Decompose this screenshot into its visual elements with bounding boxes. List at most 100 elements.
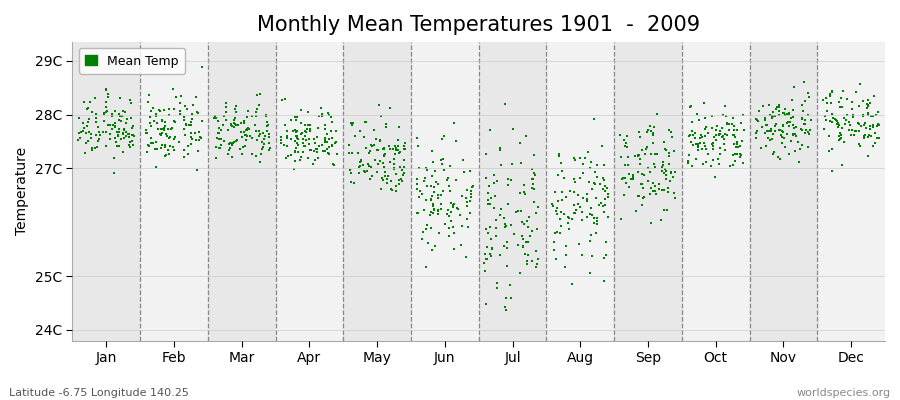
Point — [726, 152, 741, 158]
Point — [117, 126, 131, 132]
Point — [101, 94, 115, 100]
Point — [641, 178, 655, 184]
Point — [417, 177, 431, 184]
Point — [818, 113, 832, 120]
Point — [438, 221, 453, 228]
Point — [260, 119, 274, 126]
Point — [228, 120, 242, 127]
Point — [446, 204, 460, 211]
Point — [367, 142, 382, 148]
Point — [856, 112, 870, 118]
Point — [824, 168, 839, 175]
Point — [667, 148, 681, 154]
Point — [86, 147, 100, 153]
Point — [184, 122, 198, 128]
Point — [298, 143, 312, 150]
Point — [189, 93, 203, 100]
Point — [464, 193, 478, 200]
Point — [329, 150, 344, 157]
Point — [791, 139, 806, 145]
Point — [411, 210, 426, 216]
Point — [801, 112, 815, 118]
Point — [440, 207, 454, 214]
Point — [156, 117, 170, 124]
Point — [776, 129, 790, 135]
Point — [398, 140, 412, 146]
Point — [362, 162, 376, 169]
Point — [397, 163, 411, 170]
Point — [79, 130, 94, 136]
Point — [554, 223, 568, 229]
Point — [157, 126, 171, 132]
Point — [290, 134, 304, 141]
Point — [347, 180, 362, 187]
Point — [376, 160, 391, 166]
Point — [114, 118, 129, 124]
Point — [98, 143, 112, 150]
Point — [526, 258, 540, 264]
Point — [590, 174, 604, 181]
Point — [158, 125, 172, 132]
Point — [389, 183, 403, 190]
Point — [819, 94, 833, 101]
Point — [527, 186, 542, 192]
Point — [436, 161, 450, 168]
Point — [389, 144, 403, 151]
Point — [861, 110, 876, 116]
Point — [322, 143, 337, 150]
Point — [373, 138, 387, 144]
Point — [382, 146, 397, 153]
Point — [734, 151, 748, 158]
Point — [719, 119, 733, 126]
Point — [177, 116, 192, 123]
Point — [430, 211, 445, 217]
Point — [392, 148, 407, 155]
Point — [587, 214, 601, 221]
Point — [173, 108, 187, 114]
Point — [778, 112, 793, 118]
Point — [288, 148, 302, 154]
Point — [139, 126, 153, 133]
Point — [310, 133, 324, 140]
Point — [650, 111, 664, 117]
Point — [373, 137, 387, 144]
Point — [733, 151, 747, 158]
Point — [219, 117, 233, 124]
Point — [766, 151, 780, 157]
Point — [778, 106, 792, 112]
Point — [660, 176, 674, 182]
Point — [479, 151, 493, 157]
Point — [634, 181, 648, 188]
Point — [259, 123, 274, 130]
Point — [776, 110, 790, 116]
Point — [431, 194, 446, 201]
Point — [662, 178, 677, 184]
Point — [598, 239, 613, 246]
Point — [599, 252, 614, 258]
Point — [848, 128, 862, 134]
Point — [112, 133, 126, 140]
Point — [776, 123, 790, 129]
Point — [713, 131, 727, 137]
Point — [704, 163, 718, 170]
Point — [559, 242, 573, 249]
Point — [860, 134, 875, 141]
Point — [778, 144, 792, 150]
Point — [518, 191, 533, 197]
Point — [227, 139, 241, 146]
Point — [622, 171, 636, 177]
Point — [771, 104, 786, 110]
Point — [499, 307, 513, 314]
Point — [683, 132, 698, 138]
Point — [585, 186, 599, 192]
Point — [442, 213, 456, 220]
Point — [622, 184, 636, 190]
Point — [834, 132, 849, 138]
Point — [631, 153, 645, 159]
Point — [655, 162, 670, 168]
Point — [148, 146, 162, 152]
Point — [580, 214, 594, 220]
Point — [382, 142, 396, 149]
Point — [801, 89, 815, 96]
Point — [726, 131, 741, 138]
